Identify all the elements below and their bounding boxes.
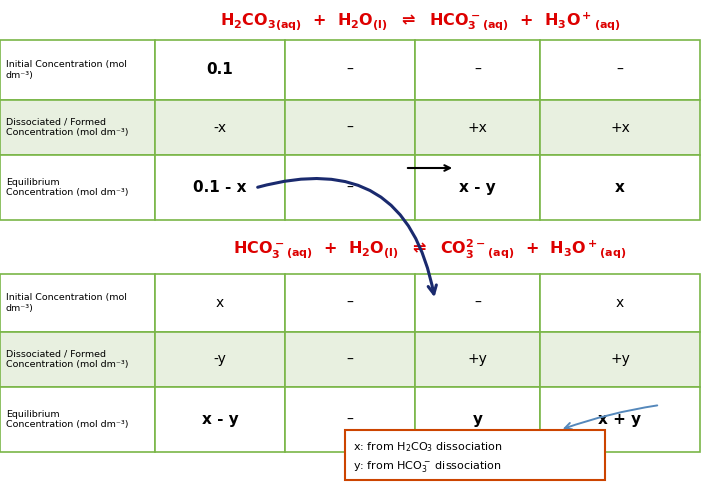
Bar — [155, 155, 285, 220]
Text: x - y: x - y — [201, 412, 238, 427]
Text: Initial Concentration (mol
dm⁻³): Initial Concentration (mol dm⁻³) — [6, 60, 127, 80]
Text: –: – — [347, 63, 354, 77]
Bar — [285, 100, 415, 155]
Bar — [155, 100, 285, 155]
Bar — [155, 332, 285, 387]
Bar — [0, 274, 155, 332]
Text: –: – — [347, 120, 354, 134]
Bar — [285, 40, 415, 100]
Bar — [540, 387, 700, 452]
Bar — [415, 155, 540, 220]
Bar — [540, 332, 700, 387]
Text: Dissociated / Formed
Concentration (mol dm⁻³): Dissociated / Formed Concentration (mol … — [6, 350, 128, 369]
Text: +y: +y — [467, 353, 488, 367]
Text: y: y — [472, 412, 483, 427]
FancyArrowPatch shape — [257, 179, 436, 294]
Text: –: – — [347, 296, 354, 310]
Bar — [155, 387, 285, 452]
Bar — [155, 40, 285, 100]
Text: y: from HCO$_3^-$ dissociation: y: from HCO$_3^-$ dissociation — [353, 460, 502, 474]
Text: 0.1: 0.1 — [206, 62, 233, 77]
Bar — [415, 274, 540, 332]
Text: –: – — [474, 63, 481, 77]
Text: 0.1 - x: 0.1 - x — [194, 180, 247, 195]
Bar — [285, 274, 415, 332]
Text: Initial Concentration (mol
dm⁻³): Initial Concentration (mol dm⁻³) — [6, 293, 127, 313]
Text: -x: -x — [213, 120, 227, 134]
Text: –: – — [347, 181, 354, 194]
Bar — [540, 155, 700, 220]
Text: +x: +x — [467, 120, 488, 134]
Bar — [415, 40, 540, 100]
Bar — [0, 100, 155, 155]
Bar — [415, 100, 540, 155]
Text: $\bf{HCO_3^-{}_{(aq)}}$  +  $\bf{H_2O_{(l)}}$  $\bf{\rightleftharpoons}$  $\bf{C: $\bf{HCO_3^-{}_{(aq)}}$ + $\bf{H_2O_{(l)… — [233, 237, 627, 261]
Bar — [155, 274, 285, 332]
Bar — [415, 387, 540, 452]
Bar — [285, 387, 415, 452]
Text: –: – — [347, 353, 354, 367]
Bar — [0, 332, 155, 387]
Bar — [285, 332, 415, 387]
Text: +y: +y — [610, 353, 630, 367]
Bar — [415, 332, 540, 387]
Text: x + y: x + y — [598, 412, 642, 427]
Text: –: – — [347, 412, 354, 427]
Bar — [0, 40, 155, 100]
Bar — [0, 155, 155, 220]
Text: Dissociated / Formed
Concentration (mol dm⁻³): Dissociated / Formed Concentration (mol … — [6, 118, 128, 137]
Bar — [0, 387, 155, 452]
Text: Equilibrium
Concentration (mol dm⁻³): Equilibrium Concentration (mol dm⁻³) — [6, 178, 128, 197]
Bar — [540, 40, 700, 100]
Bar — [345, 430, 605, 480]
Text: x: x — [615, 180, 625, 195]
Text: –: – — [617, 63, 623, 77]
Text: x: x — [216, 296, 224, 310]
Text: –: – — [474, 296, 481, 310]
Bar — [540, 100, 700, 155]
Text: -y: -y — [213, 353, 226, 367]
Text: x: x — [616, 296, 624, 310]
Text: $\bf{H_2CO_{3(aq)}}$  +  $\bf{H_2O_{(l)}}$  $\bf{\rightleftharpoons}$  $\bf{HCO_: $\bf{H_2CO_{3(aq)}}$ + $\bf{H_2O_{(l)}}$… — [220, 10, 620, 32]
Bar — [540, 274, 700, 332]
Text: Equilibrium
Concentration (mol dm⁻³): Equilibrium Concentration (mol dm⁻³) — [6, 410, 128, 429]
Bar — [285, 155, 415, 220]
Text: +x: +x — [610, 120, 630, 134]
Text: x - y: x - y — [459, 180, 496, 195]
Text: x: from H$_2$CO$_3$ dissociation: x: from H$_2$CO$_3$ dissociation — [353, 440, 503, 454]
